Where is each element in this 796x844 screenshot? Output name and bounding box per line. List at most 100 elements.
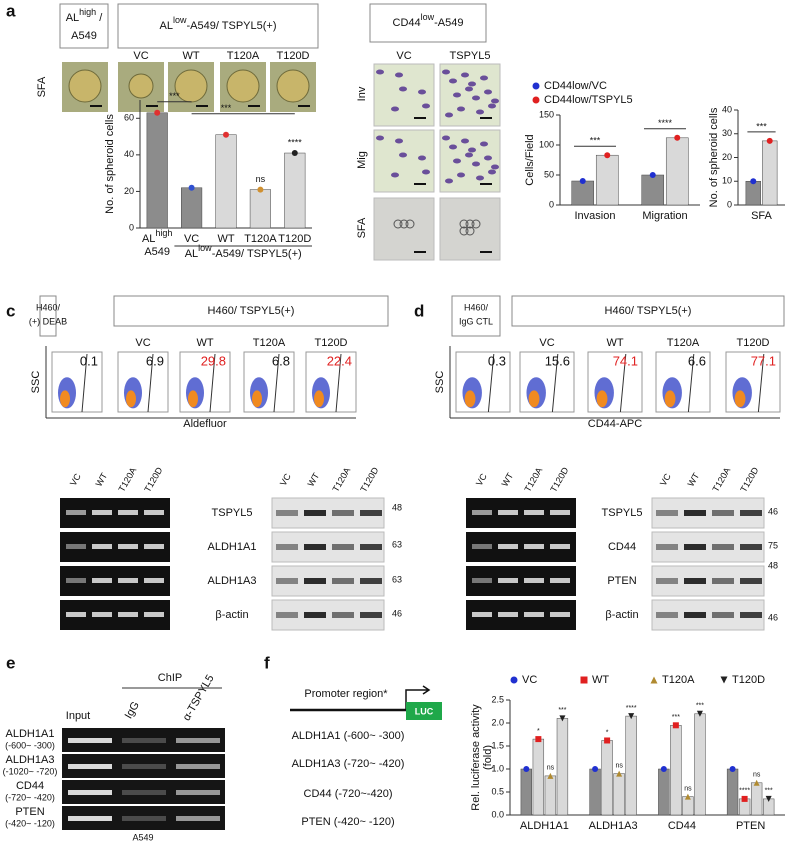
cell-stain bbox=[491, 98, 499, 104]
cell-stain bbox=[445, 112, 453, 118]
gel-band bbox=[68, 764, 112, 769]
column-label: WT bbox=[606, 337, 623, 349]
data-point bbox=[532, 96, 540, 104]
y-tick-label: 2.5 bbox=[491, 694, 504, 704]
significance: *** bbox=[558, 707, 566, 714]
axis-arrow bbox=[45, 346, 356, 419]
header-text: H460/ TSPYL5(+) bbox=[208, 305, 295, 317]
bar bbox=[762, 140, 778, 206]
cell-stain bbox=[484, 155, 492, 161]
bar bbox=[658, 768, 670, 816]
blot-band bbox=[276, 544, 298, 550]
flow-value: 0.1 bbox=[80, 353, 98, 368]
gel-band bbox=[472, 544, 492, 549]
blot-band bbox=[656, 612, 678, 618]
bar bbox=[532, 738, 545, 816]
significance: *** bbox=[765, 788, 773, 795]
blot-band bbox=[360, 612, 382, 618]
data-point bbox=[535, 736, 542, 743]
legend-label: CD44low/TSPYL5 bbox=[544, 94, 633, 106]
panel-letter: c bbox=[6, 301, 15, 320]
blot-band bbox=[712, 612, 734, 618]
cell-stain bbox=[476, 109, 484, 115]
gate bbox=[551, 353, 559, 413]
cell-stain bbox=[453, 158, 461, 164]
gene-label: PTEN bbox=[15, 806, 44, 818]
x-tick-label: A549 bbox=[144, 246, 170, 258]
bar bbox=[556, 718, 569, 816]
text-part: -A549/ TSPYL5(+) bbox=[212, 248, 302, 260]
blot-band bbox=[712, 578, 734, 584]
data-point bbox=[604, 737, 611, 744]
header-box bbox=[39, 295, 57, 337]
data-point bbox=[188, 184, 195, 191]
gene-label: CD44 bbox=[608, 541, 636, 553]
data-point bbox=[650, 676, 658, 684]
y-tick-label: 0.5 bbox=[491, 786, 504, 796]
lane-label: T120A bbox=[330, 466, 352, 494]
blot-band bbox=[740, 612, 762, 618]
x-tick-label: T120A bbox=[244, 233, 277, 245]
lane-label: T120D bbox=[548, 465, 570, 494]
data-point bbox=[674, 134, 681, 141]
data-point bbox=[291, 150, 298, 157]
data-point bbox=[753, 779, 760, 786]
blot-band bbox=[332, 510, 354, 516]
data-point bbox=[510, 676, 518, 684]
gene-label: TSPYL5 bbox=[602, 507, 643, 519]
micrograph bbox=[373, 129, 435, 193]
lane-label: VC bbox=[68, 471, 83, 487]
micrograph bbox=[439, 197, 501, 261]
data-point bbox=[580, 676, 588, 684]
gel-band bbox=[472, 510, 492, 515]
cell-stain bbox=[484, 89, 492, 95]
flow-cells bbox=[528, 390, 540, 408]
header-box bbox=[113, 295, 389, 327]
gate bbox=[619, 353, 627, 413]
spheroid bbox=[276, 69, 310, 103]
data-point bbox=[684, 793, 691, 800]
data-point bbox=[579, 178, 586, 184]
cell-stain bbox=[418, 155, 426, 161]
significance: ns bbox=[753, 772, 761, 779]
data-point bbox=[750, 178, 757, 185]
significance: * bbox=[606, 729, 609, 736]
superscript: high bbox=[79, 7, 96, 17]
spheroid-cell bbox=[405, 219, 415, 229]
lane-label: WT bbox=[94, 471, 110, 489]
y-tick-label: 0 bbox=[129, 222, 134, 232]
gel-band bbox=[144, 578, 164, 583]
gel-band bbox=[472, 578, 492, 583]
cell-stain bbox=[449, 144, 457, 150]
cell-stain bbox=[480, 141, 488, 147]
y-tick-label: 50 bbox=[544, 169, 554, 179]
blot-band bbox=[332, 578, 354, 584]
column-label: VC bbox=[539, 337, 554, 349]
superscript: low bbox=[173, 15, 187, 25]
gel-band bbox=[122, 790, 166, 795]
y-tick-label: 1.5 bbox=[491, 740, 504, 750]
gel-band bbox=[524, 544, 544, 549]
significance: *** bbox=[221, 103, 232, 113]
x-tick-label: VC bbox=[184, 233, 199, 245]
axis-label: SSC bbox=[434, 371, 446, 394]
gate bbox=[687, 353, 695, 413]
bar bbox=[750, 782, 763, 816]
gel-band bbox=[176, 816, 220, 821]
data-point bbox=[660, 766, 667, 772]
data-point bbox=[765, 795, 772, 802]
gel-band bbox=[66, 578, 86, 583]
flow-value: 6.9 bbox=[146, 353, 164, 368]
gel-band bbox=[472, 612, 492, 617]
spheroid-cell bbox=[465, 219, 475, 229]
gel-band bbox=[122, 738, 166, 743]
blot-band bbox=[656, 544, 678, 550]
lane-label: T120A bbox=[522, 466, 544, 494]
cell-stain bbox=[465, 86, 473, 92]
region-label: (-600~ -300) bbox=[5, 740, 55, 750]
significance: **** bbox=[739, 788, 750, 795]
luc-label: LUC bbox=[415, 706, 434, 716]
cell-stain bbox=[376, 69, 384, 75]
flow-cells bbox=[664, 390, 676, 408]
spheroid bbox=[174, 69, 208, 103]
